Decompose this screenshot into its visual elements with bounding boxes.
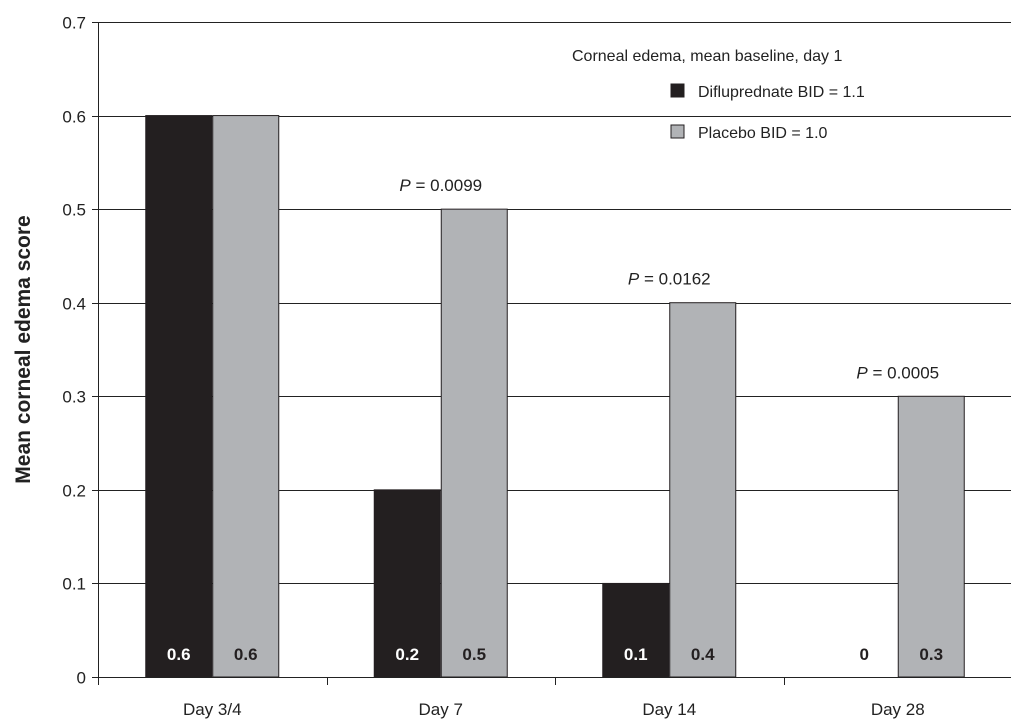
y-tick-label: 0 xyxy=(77,669,86,688)
p-symbol: P xyxy=(399,176,411,195)
p-symbol: P xyxy=(856,363,868,382)
bar-value-label: 0.2 xyxy=(395,645,419,664)
bar-value-label: 0.6 xyxy=(234,645,258,664)
p-value-text: = 0.0005 xyxy=(868,363,939,382)
x-tick-label: Day 28 xyxy=(871,700,925,719)
bar xyxy=(145,115,213,678)
bar-value-label: 0.1 xyxy=(624,645,648,664)
y-tick-label: 0.7 xyxy=(62,14,86,33)
y-tick-label: 0.1 xyxy=(62,575,86,594)
y-tick-label: 0.5 xyxy=(62,201,86,220)
p-value-text: = 0.0099 xyxy=(411,176,482,195)
y-tick-label: 0.3 xyxy=(62,388,86,407)
p-value-annotation: P = 0.0162 xyxy=(628,270,711,289)
bar xyxy=(373,489,441,678)
legend-swatch xyxy=(670,124,685,139)
x-tick-label: Day 14 xyxy=(642,700,696,719)
bar xyxy=(897,395,965,678)
y-tick-label: 0.4 xyxy=(62,295,86,314)
labels: 0 0.1 0.2 0.3 0.4 0.5 0.6 0.7 0.6 0.6 Day 3/4 0.2 0.… xyxy=(12,14,943,720)
bar-value-label: 0.6 xyxy=(167,645,191,664)
bar xyxy=(212,115,280,678)
y-tick-label: 0.2 xyxy=(62,482,86,501)
p-symbol: P xyxy=(628,270,640,289)
axes xyxy=(92,22,1011,685)
y-axis-label: Mean corneal edema score xyxy=(12,215,35,483)
bar-value-label: 0 xyxy=(860,645,869,664)
p-value-text: = 0.0162 xyxy=(639,270,710,289)
p-value-annotation: P = 0.0005 xyxy=(856,363,939,382)
bar-value-label: 0.3 xyxy=(919,645,943,664)
legend-swatch xyxy=(670,83,685,98)
x-tick-label: Day 3/4 xyxy=(183,700,242,719)
bar-value-label: 0.5 xyxy=(462,645,486,664)
bar-value-label: 0.4 xyxy=(691,645,715,664)
bar xyxy=(669,302,737,678)
legend-entry: Placebo BID = 1.0 xyxy=(698,125,828,142)
x-tick-label: Day 7 xyxy=(419,700,463,719)
legend-entry: Difluprednate BID = 1.1 xyxy=(698,84,865,101)
bar xyxy=(602,582,670,678)
bar xyxy=(440,208,508,678)
legend: Corneal edema, mean baseline, day 1 Diflu… xyxy=(572,48,865,142)
y-tick-label: 0.6 xyxy=(62,108,86,127)
bars xyxy=(145,115,965,678)
p-value-annotation: P = 0.0099 xyxy=(399,176,482,195)
legend-title: Corneal edema, mean baseline, day 1 xyxy=(572,48,842,65)
